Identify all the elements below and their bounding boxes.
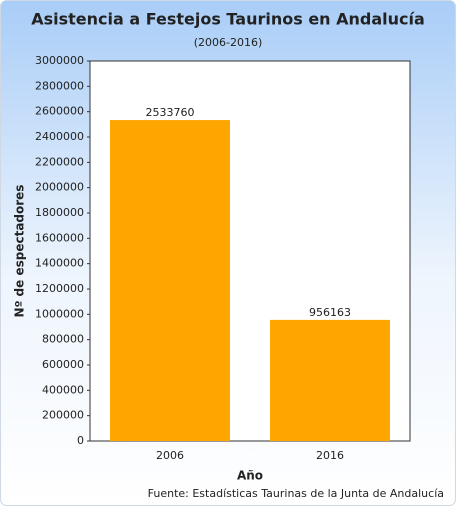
source-note: Fuente: Estadísticas Taurinas de la Junt…: [148, 487, 444, 500]
bar: [270, 319, 390, 441]
bar: [110, 120, 230, 441]
data-label: 2533760: [146, 106, 195, 119]
x-tick-label: 2016: [316, 449, 344, 462]
y-tick-label: 1400000: [35, 257, 84, 270]
x-tick-label: 2006: [156, 449, 184, 462]
y-tick-label: 2800000: [35, 79, 84, 92]
y-tick-label: 400000: [42, 383, 84, 396]
y-axis-label: Nº de espectadores: [13, 185, 27, 318]
y-tick-label: 1600000: [35, 231, 84, 244]
x-axis-label: Año: [237, 469, 263, 483]
data-label: 956163: [309, 306, 351, 319]
y-tick-label: 1000000: [35, 307, 84, 320]
y-tick-label: 2200000: [35, 155, 84, 168]
chart-subtitle: (2006-2016): [194, 36, 263, 49]
y-tick-label: 1800000: [35, 206, 84, 219]
y-tick-label: 200000: [42, 409, 84, 422]
y-tick-label: 3000000: [35, 54, 84, 67]
y-tick-label: 800000: [42, 333, 84, 346]
y-tick-label: 2000000: [35, 181, 84, 194]
y-tick-label: 2600000: [35, 105, 84, 118]
y-tick-label: 2400000: [35, 130, 84, 143]
y-tick-label: 0: [77, 434, 84, 447]
chart-title: Asistencia a Festejos Taurinos en Andalu…: [31, 10, 425, 29]
y-tick-label: 1200000: [35, 282, 84, 295]
y-tick-label: 600000: [42, 358, 84, 371]
